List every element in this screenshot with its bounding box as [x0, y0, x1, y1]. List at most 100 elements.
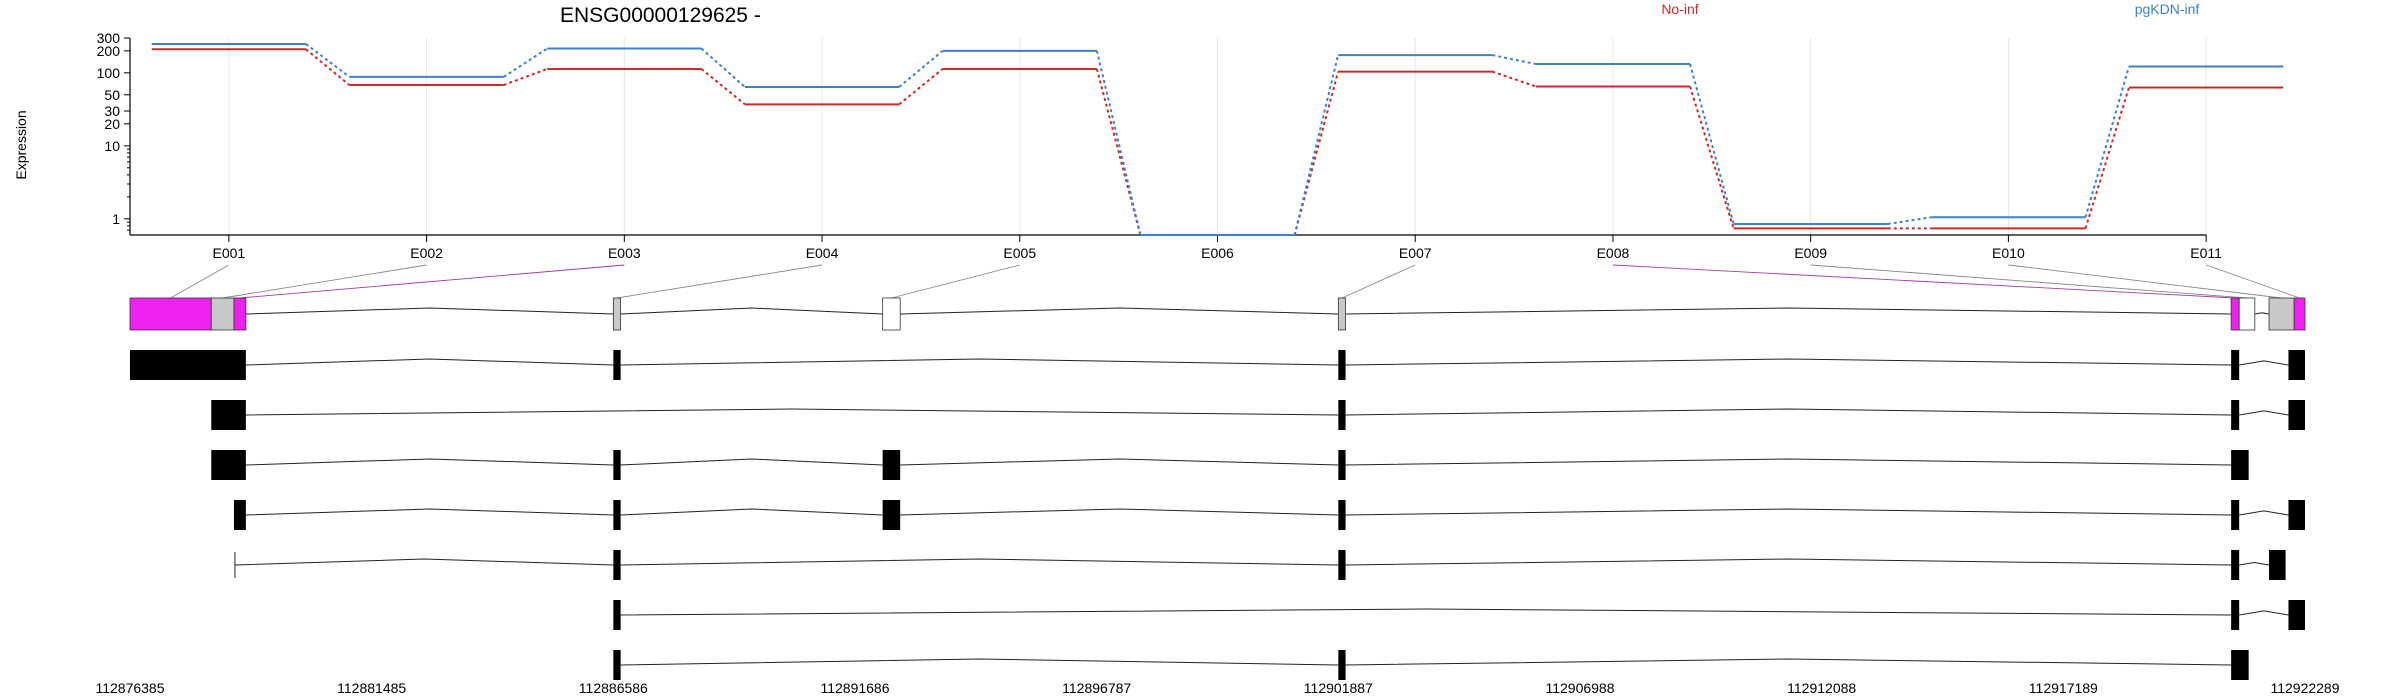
transcript-2 — [211, 400, 2305, 430]
genomic-tick-label: 112886586 — [579, 680, 648, 696]
transcript-exon — [882, 500, 901, 530]
x-tick-label-e011: E011 — [2190, 245, 2222, 261]
y-tick-label: 1 — [112, 211, 120, 227]
exon-box-e007 — [1337, 297, 1346, 331]
transcript-exon — [2231, 350, 2240, 380]
series-pgkdn-inf — [151, 43, 2284, 236]
transcript-exon — [130, 350, 246, 380]
exon-connector-e005 — [891, 264, 1020, 299]
intron-line — [1345, 358, 2232, 366]
series-connector — [898, 68, 944, 106]
x-tick-label-e008: E008 — [1597, 245, 1630, 261]
genomic-tick-label: 112876385 — [95, 680, 164, 696]
x-tick-label-e009: E009 — [1794, 245, 1827, 261]
exon-connector-e004 — [616, 264, 823, 299]
intron-line — [1345, 508, 2232, 516]
genomic-tick-label: 112901887 — [1304, 680, 1373, 696]
exon-box-e005 — [882, 297, 901, 331]
intron-line — [2239, 410, 2289, 416]
x-tick-label-e010: E010 — [1992, 245, 2025, 261]
genomic-tick-label: 112912088 — [1787, 680, 1856, 696]
series-connector — [1095, 68, 1142, 236]
intron-line — [245, 408, 1339, 416]
series-connector — [898, 50, 944, 88]
chart-title: ENSG00000129625 - — [560, 4, 761, 27]
intron-line — [620, 307, 883, 315]
transcript-exon — [1338, 400, 1346, 430]
series-connector — [503, 68, 548, 86]
x-tick-label-e002: E002 — [410, 245, 443, 261]
y-tick-label: 50 — [104, 87, 120, 103]
intron-line — [245, 358, 614, 366]
exon-connector-e009 — [1810, 264, 2248, 299]
intron-line — [2239, 510, 2289, 516]
transcript-3 — [211, 450, 2249, 480]
y-tick-label: 300 — [97, 30, 121, 46]
y-tick-label: 100 — [97, 65, 121, 81]
x-tick-label-e006: E006 — [1201, 245, 1234, 261]
x-axis: E001 E002 E003 E004 E005 E006 E007 E008 E009 E010… — [130, 234, 2222, 261]
transcript-exon — [882, 450, 901, 480]
intron-line — [620, 558, 1339, 566]
intron-line — [1345, 307, 2232, 315]
intron-line — [1345, 558, 2232, 566]
x-tick-label-e005: E005 — [1003, 245, 1036, 261]
series-connector — [700, 68, 746, 106]
transcript-exon — [613, 550, 621, 580]
exon-box-e008 — [2230, 297, 2240, 331]
exon-connector-e010 — [2008, 264, 2282, 299]
transcript-exon — [613, 600, 621, 630]
series-connector — [305, 48, 351, 86]
exon-box-e004 — [612, 297, 622, 331]
intron-line — [620, 658, 1339, 666]
genomic-axis: 112876385 112881485 112886586 112891686 1128… — [95, 680, 2339, 696]
transcript-tracks — [130, 350, 2305, 680]
series-connector — [1492, 70, 1537, 88]
y-tick-label: 200 — [97, 43, 121, 59]
transcript-exon — [613, 650, 621, 680]
intron-line — [245, 458, 614, 466]
transcript-exon — [1338, 350, 1346, 380]
intron-line — [620, 608, 2232, 616]
intron-line — [245, 508, 614, 516]
intron-line — [2239, 610, 2289, 616]
transcript-exon — [2231, 450, 2249, 480]
x-tick-label-e004: E004 — [806, 245, 839, 261]
series-connector — [1689, 63, 1735, 225]
transcript-exon — [613, 500, 621, 530]
transcript-exon — [211, 400, 246, 430]
exon-box-e011 — [2293, 297, 2306, 331]
series-connector — [2084, 66, 2130, 218]
x-tick-label-e007: E007 — [1399, 245, 1432, 261]
transcript-exon — [2288, 500, 2305, 530]
transcript-exon — [2231, 400, 2240, 430]
legend-pgkdn-inf: pgKDN-inf — [2135, 1, 2200, 17]
series-connector — [1887, 216, 1932, 225]
intron-line — [234, 558, 614, 566]
intron-line — [620, 358, 1339, 366]
exon-map-track — [129, 297, 2306, 331]
exon-box-e009 — [2238, 297, 2256, 331]
transcript-5 — [234, 550, 2286, 580]
y-tick-label: 20 — [104, 116, 120, 132]
series-connector — [1689, 86, 1735, 229]
transcript-1 — [130, 350, 2305, 380]
exon-connectors — [170, 264, 2300, 299]
intron-line — [900, 307, 1339, 315]
transcript-exon — [2231, 650, 2249, 680]
transcript-exon — [1338, 450, 1346, 480]
transcript-exon — [2288, 600, 2305, 630]
x-tick-label-e003: E003 — [608, 245, 641, 261]
transcript-exon — [1338, 650, 1346, 680]
genomic-tick-label: 112881485 — [337, 680, 406, 696]
series-connector — [1293, 54, 1340, 236]
intron-line — [2254, 312, 2270, 315]
series-connector — [305, 43, 351, 78]
intron-line — [620, 508, 883, 516]
series-connector — [2084, 87, 2130, 229]
intron-line — [900, 458, 1339, 466]
exon-connector-e008 — [1612, 264, 2236, 299]
legend-no-inf: No-inf — [1661, 1, 1698, 17]
intron-line — [900, 508, 1339, 516]
